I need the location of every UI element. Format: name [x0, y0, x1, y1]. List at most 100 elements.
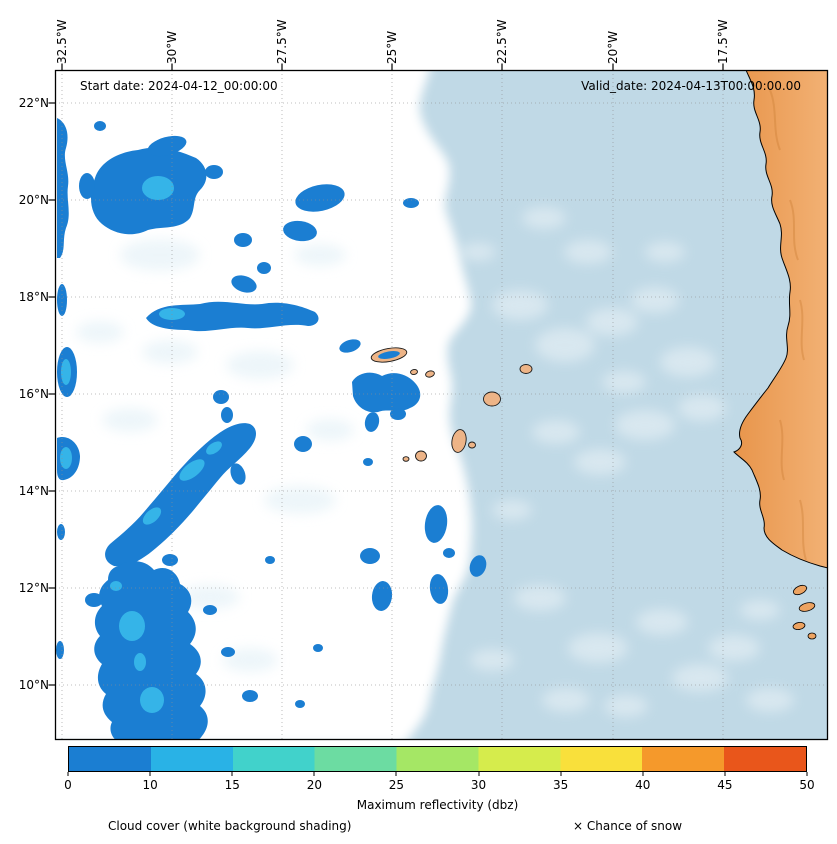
plot-area	[55, 70, 828, 740]
reflectivity-blob	[57, 284, 67, 316]
reflectivity-blob	[265, 556, 275, 564]
reflectivity-blob	[339, 339, 361, 353]
reflectivity-blob	[79, 173, 95, 199]
colorbar-ticks	[67, 772, 808, 777]
reflectivity-blob	[234, 233, 252, 247]
lon-tick-label: 20°W	[606, 30, 620, 64]
texture-patch	[222, 648, 278, 672]
reflectivity-blob	[294, 436, 312, 452]
reflectivity-blob	[352, 372, 421, 413]
colorbar-tick-label: 30	[470, 778, 487, 792]
texture-patch	[76, 321, 124, 343]
coastal-island	[798, 602, 816, 612]
coastal-island	[807, 632, 817, 640]
terrain-contour	[769, 89, 781, 151]
texture-patch	[264, 486, 336, 514]
reflectivity-core	[140, 687, 164, 713]
gridlines	[55, 70, 828, 740]
africa-coastline	[733, 70, 828, 569]
reflectivity-core	[142, 507, 162, 525]
cloud-patch	[492, 500, 532, 520]
cloud-patch	[746, 688, 794, 712]
reflectivity-blob	[443, 548, 455, 558]
reflectivity-blob	[469, 555, 487, 577]
lon-tick-label: 32.5°W	[55, 19, 69, 64]
lat-tick-label: 22°N	[18, 96, 49, 110]
reflectivity-blob	[231, 275, 257, 293]
colorbar-tick	[642, 772, 644, 776]
colorbar-title: Maximum reflectivity (dbz)	[356, 798, 519, 812]
cloud-patch	[672, 664, 728, 692]
lat-tick-label: 12°N	[18, 581, 49, 595]
reflectivity-blob	[242, 690, 258, 702]
reflectivity-blob	[295, 184, 345, 212]
island	[402, 456, 410, 462]
cloud-patch	[535, 328, 595, 362]
reflectivity-blob	[371, 581, 393, 611]
cloud-patch	[564, 240, 612, 264]
lat-tick-label: 20°N	[18, 193, 49, 207]
colorbar-tick	[560, 772, 562, 776]
colorbar-tick-label: 25	[388, 778, 405, 792]
colorbar-tick-label: 0	[64, 778, 72, 792]
colorbar-tick	[395, 772, 397, 776]
colorbar-tick	[231, 772, 233, 776]
reflectivity-mid-layer	[60, 176, 222, 713]
texture-patch	[102, 408, 158, 432]
reflectivity-blob	[94, 121, 106, 131]
reflectivity-core	[206, 441, 222, 455]
cloud-texture-layer	[76, 239, 354, 672]
lon-tick-label: 27.5°W	[275, 19, 289, 64]
reflectivity-blob	[205, 165, 223, 179]
cloud-patch	[470, 649, 514, 671]
cloud-patch	[514, 585, 566, 611]
reflectivity-blob	[85, 593, 103, 607]
reflectivity-blob	[230, 463, 246, 485]
cloud-cover-legend-label: Cloud cover (white background shading)	[108, 819, 352, 833]
cloud-patch	[678, 395, 726, 421]
texture-patch	[180, 585, 240, 609]
texture-patch	[306, 419, 354, 441]
coastal-island	[792, 621, 806, 631]
colorbar-gradient	[68, 746, 807, 772]
texture-patch	[226, 351, 294, 379]
colorbar-tick-label: 15	[224, 778, 240, 792]
cloud-patch	[602, 371, 646, 393]
reflectivity-blob	[147, 135, 187, 157]
island	[519, 364, 533, 374]
cloud-patch	[645, 242, 685, 262]
colorbar-tick	[313, 772, 315, 776]
land-africa	[733, 70, 828, 640]
lon-tick-label: 17.5°W	[716, 19, 730, 64]
island	[483, 391, 501, 407]
reflectivity-core	[61, 359, 71, 385]
reflectivity-core	[142, 176, 174, 200]
terrain-contour	[789, 199, 799, 261]
colorbar-tick-labels: 0 10 15 20 25 30 35 40 45 50	[64, 778, 814, 794]
valid-date-label: Valid_date: 2024-04-13T00:00:00.00	[581, 79, 801, 93]
reflectivity-blob	[221, 407, 233, 423]
lon-tick-label: 25°W	[385, 30, 399, 64]
reflectivity-core	[179, 459, 205, 481]
reflectivity-blob	[57, 118, 69, 258]
reflectivity-low-layer	[56, 118, 487, 740]
reflectivity-blob	[429, 574, 449, 604]
cloud-patch	[615, 410, 675, 440]
reflectivity-blob	[213, 390, 229, 404]
terrain-texture	[769, 89, 807, 561]
colorbar-tick-label: 35	[553, 778, 569, 792]
coastal-islands	[792, 584, 817, 640]
thin-cloud-mottle-layer	[460, 207, 794, 717]
colorbar-tick-label: 20	[306, 778, 322, 792]
reflectivity-core	[110, 581, 122, 591]
cloud-patch	[740, 600, 780, 620]
start-date-label: Start date: 2024-04-12_00:00:00	[80, 79, 278, 93]
lat-tick-label: 10°N	[18, 678, 49, 692]
texture-patch	[120, 239, 200, 271]
island	[410, 369, 418, 375]
terrain-contour	[779, 419, 785, 481]
lat-tick-label: 18°N	[18, 290, 49, 304]
reflectivity-blob	[257, 262, 271, 274]
reflectivity-blob	[364, 412, 380, 432]
